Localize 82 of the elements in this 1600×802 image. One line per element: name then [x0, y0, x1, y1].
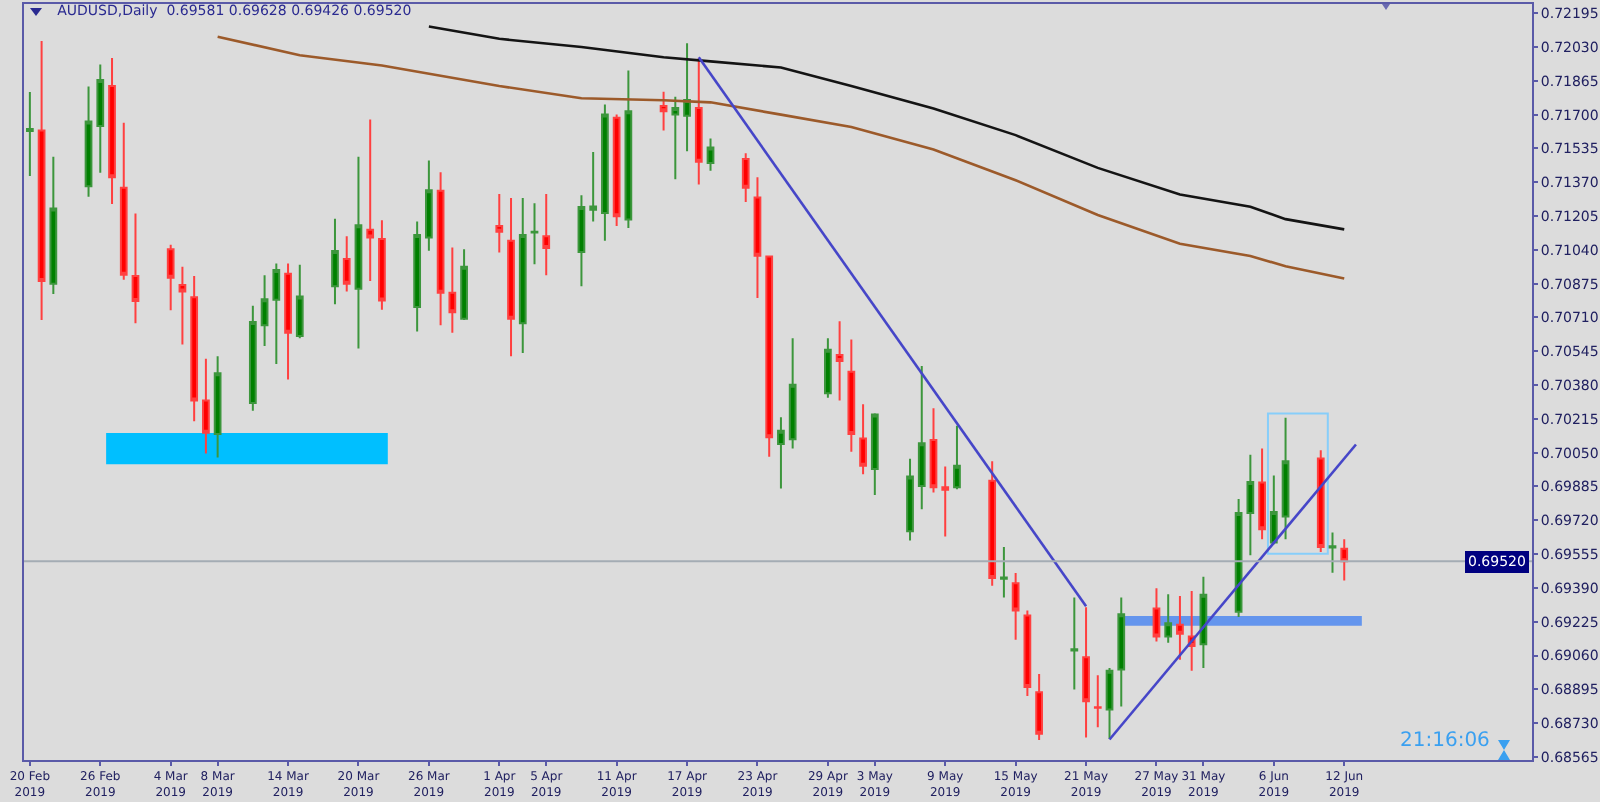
candlestick — [683, 42, 691, 153]
candlestick — [1105, 667, 1114, 740]
candlestick — [166, 243, 175, 312]
candlestick — [331, 217, 339, 306]
candlestick — [436, 171, 445, 327]
candlestick — [1269, 474, 1278, 544]
line-series — [216, 35, 1346, 280]
candlestick — [272, 262, 281, 365]
candlestick — [835, 320, 844, 402]
candlestick — [788, 337, 797, 450]
candlestick — [706, 137, 715, 172]
annotation: 21:16:06 — [1400, 730, 1490, 752]
candlestick — [601, 103, 609, 242]
candlestick — [96, 63, 105, 174]
candlestick — [260, 274, 269, 347]
candlestick — [37, 40, 46, 321]
candlestick — [612, 113, 621, 227]
candlestick — [870, 412, 879, 497]
candlestick — [354, 155, 363, 350]
candlestick — [1070, 596, 1079, 691]
candlestick — [929, 407, 938, 494]
candlestick — [413, 220, 422, 333]
candlestick — [694, 57, 703, 186]
candlestick — [859, 403, 867, 476]
candlestick — [49, 155, 58, 296]
candlestick — [1316, 449, 1325, 554]
candlestick — [577, 194, 586, 288]
candlestick — [284, 262, 292, 381]
candlestick — [366, 118, 375, 282]
candlestick — [425, 159, 433, 252]
candlestick — [753, 176, 762, 299]
candlestick — [1281, 416, 1290, 541]
candlestick — [1082, 606, 1090, 739]
candlestick — [1199, 575, 1208, 669]
candlestick — [84, 85, 93, 198]
candlestick — [495, 193, 504, 254]
candlestick — [1023, 609, 1032, 698]
candlestick — [1000, 545, 1008, 599]
candlestick — [178, 265, 187, 346]
candlestick — [741, 152, 750, 203]
candlestick — [295, 263, 304, 340]
candlestick — [765, 254, 774, 458]
candlestick — [1340, 538, 1349, 582]
candlestick — [26, 91, 34, 178]
candlestick — [988, 460, 997, 587]
candlestick — [1246, 453, 1255, 557]
candlestick — [1011, 571, 1020, 641]
candlestick — [659, 90, 668, 132]
candlestick — [507, 197, 515, 358]
candlestick — [190, 274, 199, 423]
candlestick — [1093, 674, 1102, 729]
candlestick — [460, 248, 468, 321]
candlestick — [202, 357, 210, 455]
candlestick — [1152, 587, 1161, 643]
candlestick — [917, 365, 926, 511]
candlestick — [671, 95, 680, 181]
candlestick — [1164, 593, 1173, 644]
candlestick — [906, 457, 914, 542]
candlestick — [213, 355, 222, 459]
candlestick — [108, 57, 116, 205]
candlestick — [589, 150, 598, 223]
candlestick — [847, 338, 856, 453]
candlestick — [824, 337, 832, 399]
candlestick — [119, 121, 128, 281]
candlestick — [131, 212, 140, 325]
candlestick — [1176, 595, 1184, 661]
candlestick — [1258, 447, 1266, 541]
candlestick — [530, 202, 539, 266]
candlestick — [624, 69, 633, 229]
candlestick — [941, 465, 950, 538]
line-series — [427, 25, 1346, 231]
candlestick — [248, 304, 257, 412]
candlestick — [777, 416, 785, 490]
candlestick — [1035, 672, 1043, 742]
candlestick — [518, 197, 527, 354]
candlestick — [342, 235, 351, 293]
candlestick — [448, 246, 457, 334]
candlestick — [1117, 596, 1126, 708]
candlestick — [378, 219, 386, 311]
candlestick — [953, 424, 961, 491]
candlestick — [1328, 531, 1337, 574]
candlestick — [542, 193, 551, 277]
